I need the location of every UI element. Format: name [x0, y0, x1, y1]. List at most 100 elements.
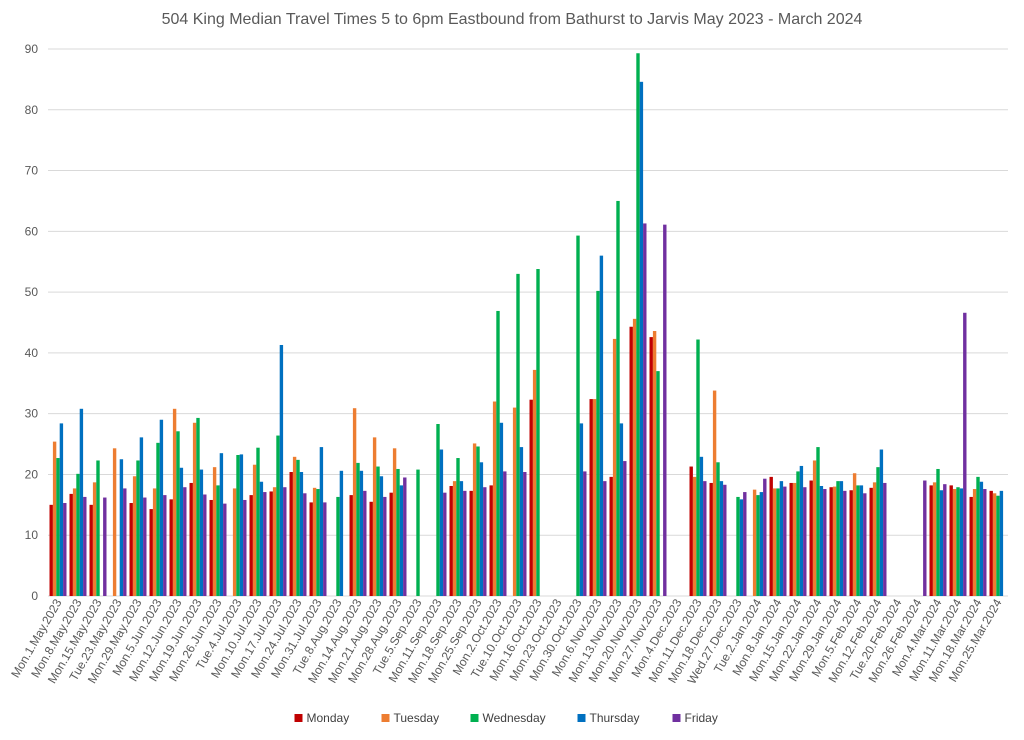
bar-tuesday-16	[372, 437, 377, 596]
bar-thursday-27	[599, 255, 604, 596]
legend-label-friday: Friday	[685, 711, 718, 725]
bar-tuesday-11	[272, 487, 277, 596]
bar-thursday-11	[279, 344, 284, 596]
bar-thursday-7	[199, 469, 204, 596]
bar-wednesday-34	[736, 496, 740, 596]
bar-friday-0	[63, 503, 67, 596]
y-tick-label: 60	[25, 224, 39, 238]
bar-friday-6	[183, 487, 187, 596]
bar-monday-24	[529, 399, 533, 596]
bar-thursday-19	[439, 449, 444, 596]
bar-friday-35	[763, 478, 767, 596]
y-tick-label: 50	[25, 285, 39, 299]
bar-monday-30	[649, 337, 653, 596]
bar-thursday-38	[819, 485, 824, 596]
bar-tuesday-12	[292, 456, 297, 596]
bar-thursday-16	[379, 476, 384, 596]
bar-wednesday-18	[416, 469, 420, 596]
bar-wednesday-21	[476, 446, 480, 596]
bar-tuesday-15	[352, 408, 357, 596]
bar-friday-22	[503, 471, 507, 596]
bar-monday-1	[69, 493, 73, 596]
legend-label-wednesday: Wednesday	[483, 711, 546, 725]
y-tick-label: 0	[31, 589, 38, 603]
bar-wednesday-9	[236, 455, 240, 596]
bar-wednesday-27	[596, 290, 600, 596]
bar-wednesday-38	[816, 447, 820, 596]
bar-wednesday-37	[796, 471, 800, 596]
bar-wednesday-36	[776, 488, 780, 596]
bar-friday-11	[283, 487, 287, 596]
bar-thursday-14	[339, 470, 344, 596]
bar-wednesday-7	[196, 417, 200, 596]
bar-tuesday-13	[312, 487, 317, 596]
bar-thursday-8	[219, 453, 224, 596]
bar-friday-45	[963, 312, 967, 596]
bar-monday-22	[489, 485, 493, 596]
bar-friday-21	[483, 487, 487, 596]
bar-wednesday-10	[256, 447, 260, 596]
bar-wednesday-35	[756, 495, 760, 596]
bar-friday-7	[203, 494, 207, 596]
bar-tuesday-4	[132, 476, 137, 596]
bar-friday-41	[883, 482, 887, 596]
bar-friday-15	[363, 490, 367, 596]
bar-monday-15	[349, 495, 353, 596]
bar-wednesday-45	[956, 487, 960, 596]
bar-wednesday-30	[656, 371, 660, 596]
bar-friday-13	[323, 502, 327, 596]
bar-wednesday-33	[716, 462, 720, 596]
x-axis-ticks: Mon.1.May.2023Mon.8.May.2023Mon.15.May.2…	[8, 596, 1005, 686]
bar-wednesday-16	[376, 466, 380, 596]
bar-wednesday-26	[576, 235, 580, 596]
bar-tuesday-9	[232, 488, 237, 596]
bar-friday-39	[843, 490, 847, 596]
bar-thursday-0	[59, 423, 64, 596]
bar-friday-33	[723, 484, 727, 596]
bar-monday-27	[589, 399, 593, 596]
bar-thursday-40	[859, 485, 864, 596]
y-tick-label: 20	[25, 467, 39, 481]
bar-monday-38	[809, 480, 813, 596]
bar-wednesday-14	[336, 496, 340, 596]
bar-wednesday-11	[276, 435, 280, 596]
bar-monday-47	[989, 490, 993, 596]
bar-thursday-32	[699, 456, 704, 596]
bar-thursday-47	[999, 490, 1004, 596]
bar-friday-3	[123, 488, 127, 596]
bar-thursday-46	[979, 481, 984, 596]
legend: Monday Tuesday Wednesday Thursday Friday	[294, 711, 718, 725]
bar-thursday-20	[459, 481, 464, 596]
bar-wednesday-40	[856, 485, 860, 596]
bar-tuesday-35	[752, 489, 757, 596]
bar-monday-8	[209, 499, 213, 596]
bar-monday-17	[389, 492, 393, 596]
bar-monday-12	[289, 472, 293, 596]
bar-thursday-22	[499, 422, 504, 596]
bar-wednesday-44	[936, 468, 940, 596]
bar-thursday-17	[399, 485, 404, 596]
bar-friday-16	[383, 496, 387, 596]
bar-tuesday-36	[772, 488, 777, 596]
bar-friday-1	[83, 496, 87, 596]
bar-thursday-23	[519, 447, 524, 596]
bar-tuesday-23	[512, 407, 517, 596]
y-tick-label: 90	[25, 42, 39, 56]
y-tick-label: 10	[25, 528, 39, 542]
bar-thursday-4	[139, 437, 144, 596]
bars	[49, 53, 1004, 596]
bar-tuesday-39	[832, 486, 837, 596]
bar-wednesday-4	[136, 460, 140, 596]
bar-friday-30	[663, 224, 667, 596]
bar-tuesday-7	[192, 422, 197, 596]
bar-friday-36	[783, 486, 787, 596]
bar-wednesday-0	[56, 458, 60, 596]
bar-thursday-12	[299, 472, 304, 596]
bar-thursday-1	[79, 408, 84, 596]
bar-tuesday-1	[72, 488, 77, 596]
bar-thursday-9	[239, 454, 244, 596]
bar-friday-12	[303, 493, 307, 596]
bar-tuesday-20	[452, 481, 457, 596]
bar-tuesday-45	[952, 489, 957, 596]
bar-tuesday-22	[492, 401, 497, 596]
